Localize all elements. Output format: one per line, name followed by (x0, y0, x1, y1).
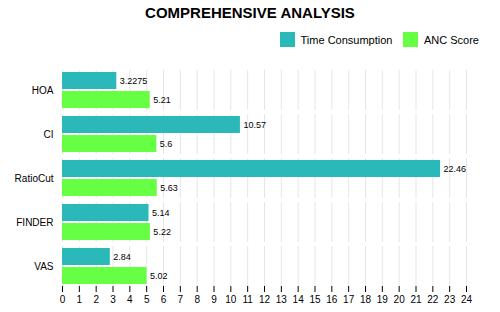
svg-text:HOA: HOA (32, 84, 54, 95)
svg-text:19: 19 (377, 293, 389, 304)
svg-text:5: 5 (144, 293, 150, 304)
svg-text:0: 0 (60, 293, 66, 304)
svg-text:FINDER: FINDER (16, 216, 53, 227)
svg-text:1: 1 (77, 293, 83, 304)
html-text:ANC Score: ANC Score (424, 33, 479, 46)
svg-text:CI: CI (44, 128, 54, 139)
svg-text:2.84: 2.84 (113, 251, 131, 261)
svg-text:5.21: 5.21 (153, 94, 171, 104)
svg-text:VAS: VAS (34, 260, 54, 271)
svg-text:10: 10 (225, 293, 237, 304)
svg-text:14: 14 (293, 293, 305, 304)
svg-text:6: 6 (161, 293, 167, 304)
svg-text:5.63: 5.63 (160, 182, 178, 192)
svg-text:RatioCut: RatioCut (15, 172, 54, 183)
svg-text:22.46: 22.46 (444, 163, 467, 173)
svg-text:15: 15 (309, 293, 321, 304)
svg-text:20: 20 (394, 293, 406, 304)
svg-text:24: 24 (461, 293, 473, 304)
svg-text:17: 17 (343, 293, 355, 304)
svg-text:22: 22 (427, 293, 439, 304)
svg-text:18: 18 (360, 293, 372, 304)
svg-text:4: 4 (127, 293, 133, 304)
svg-text:23: 23 (444, 293, 456, 304)
svg-text:8: 8 (194, 293, 200, 304)
svg-text:5.14: 5.14 (152, 207, 170, 217)
svg-text:13: 13 (276, 293, 288, 304)
html-text:COMPREHENSIVE ANALYSIS: COMPREHENSIVE ANALYSIS (145, 4, 355, 21)
svg-text:21: 21 (410, 293, 422, 304)
svg-text:11: 11 (242, 293, 253, 304)
svg-text:3: 3 (110, 293, 116, 304)
html-text:Time Consumption: Time Consumption (300, 33, 393, 46)
svg-text:5.22: 5.22 (153, 226, 171, 236)
svg-text:12: 12 (259, 293, 271, 304)
svg-text:3.2275: 3.2275 (120, 75, 148, 85)
svg-text:10.57: 10.57 (243, 119, 266, 129)
svg-text:2: 2 (93, 293, 99, 304)
svg-text:5.02: 5.02 (150, 270, 168, 280)
svg-text:7: 7 (178, 293, 184, 304)
svg-text:16: 16 (326, 293, 338, 304)
svg-text:5.6: 5.6 (160, 138, 173, 148)
svg-text:9: 9 (211, 293, 217, 304)
